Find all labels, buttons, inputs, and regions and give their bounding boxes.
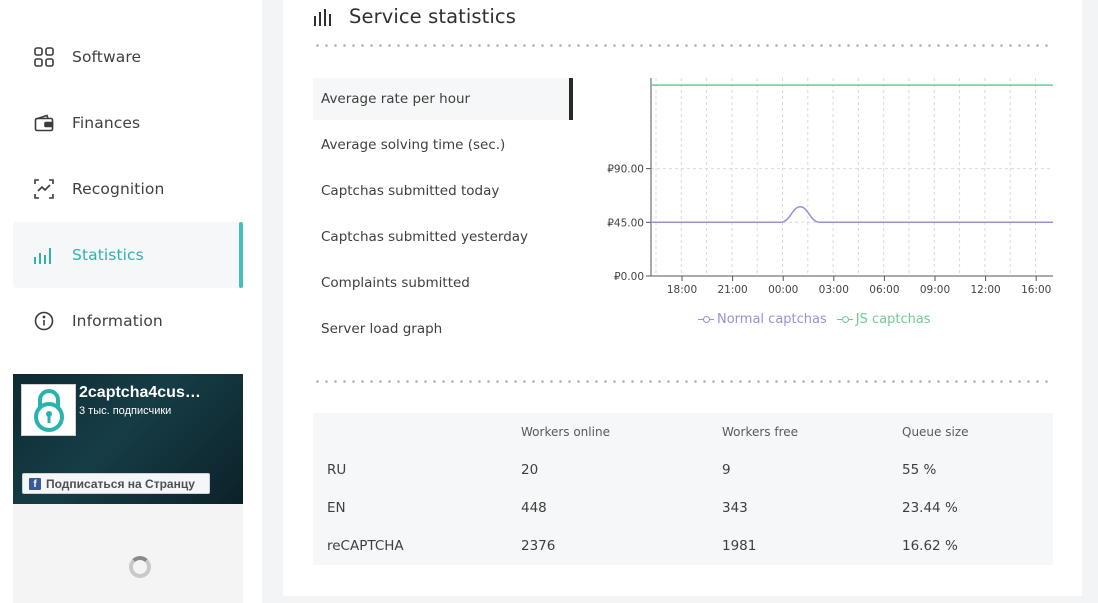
info-icon [33, 310, 55, 332]
y-tick-label: ₽0.00 [614, 271, 644, 283]
y-tick-label: ₽176.00 [601, 70, 644, 73]
facebook-cover-image: 2captcha4cus… 3 тыс. подписчики f Подпис… [13, 374, 243, 504]
statistics-tabs: Average rate per hour Average solving ti… [313, 78, 573, 354]
x-tick-label: 12:00 [970, 284, 1000, 296]
series-line-normal-captchas [651, 206, 1053, 224]
x-tick-label: 03:00 [819, 284, 849, 296]
y-tick-label: ₽45.00 [607, 217, 644, 229]
dotted-divider [313, 380, 1049, 383]
table-cell: 16.62 % [902, 538, 958, 554]
sidebar-item-statistics[interactable]: Statistics [13, 222, 243, 288]
table-cell: 55 % [902, 462, 937, 478]
column-header: Workers online [521, 425, 610, 439]
page-title: Service statistics [349, 5, 516, 28]
sidebar-item-software[interactable]: Software [13, 24, 243, 90]
x-tick-label: 18:00 [667, 284, 697, 296]
facebook-page-widget[interactable]: 2captcha4cus… 3 тыс. подписчики f Подпис… [13, 374, 243, 603]
bar-chart-icon [33, 244, 55, 266]
table-cell: 20 [521, 462, 539, 478]
workers-table: Workers online Workers free Queue size R… [313, 413, 1053, 565]
sidebar-item-label: Statistics [72, 246, 144, 264]
legend-label: JS captchas [855, 312, 931, 327]
dotted-divider [313, 44, 1049, 47]
column-header: Workers free [722, 425, 799, 439]
sidebar-item-label: Finances [72, 114, 141, 132]
sidebar-item-information[interactable]: Information [13, 288, 243, 354]
table-row: EN 448 343 23.44 % [313, 489, 1053, 527]
tab-complaints[interactable]: Complaints submitted [321, 275, 470, 291]
legend-marker-icon [836, 315, 853, 325]
table-cell: 343 [722, 500, 748, 516]
table-cell: 2376 [521, 538, 556, 554]
table-header: Workers online Workers free Queue size [313, 413, 1053, 451]
wallet-icon [33, 112, 55, 134]
table-cell: 1981 [722, 538, 757, 554]
rate-chart: ₽0.00 ₽45.00 ₽90.00 ₽176.00 18:00 21:00 00:00 0… [601, 70, 1053, 296]
x-tick-label: 06:00 [869, 284, 899, 296]
loading-spinner-icon [129, 556, 151, 578]
tab-server-load[interactable]: Server load graph [321, 321, 443, 337]
table-cell: EN [327, 500, 346, 516]
panel-header: Service statistics [313, 5, 516, 28]
legend-js-captchas[interactable]: JS captchas [836, 312, 931, 327]
facebook-follow-button[interactable]: f Подписаться на Странцу [22, 473, 210, 494]
chart-legend: Normal captchas JS captchas [698, 312, 941, 327]
table-cell: 448 [521, 500, 547, 516]
y-tick-label: ₽90.00 [607, 164, 644, 176]
sidebar-item-label: Information [72, 312, 163, 330]
sidebar-item-finances[interactable]: Finances [13, 90, 243, 156]
sidebar-item-label: Software [72, 48, 142, 66]
table-cell: RU [327, 462, 347, 478]
tab-average-solving-time[interactable]: Average solving time (sec.) [321, 137, 506, 153]
facebook-page-name[interactable]: 2captcha4cus… [79, 384, 201, 401]
grid-icon [33, 46, 55, 68]
bar-chart-icon [313, 6, 335, 28]
table-cell: reCAPTCHA [327, 538, 404, 554]
tab-captchas-today[interactable]: Captchas submitted today [321, 183, 500, 199]
tab-average-rate[interactable]: Average rate per hour [313, 78, 573, 120]
facebook-subscriber-count: 3 тыс. подписчики [79, 405, 172, 417]
service-statistics-panel: Service statistics Average rate per hour… [283, 0, 1082, 596]
legend-marker-icon [698, 315, 714, 325]
table-cell: 23.44 % [902, 500, 958, 516]
table-cell: 9 [722, 462, 731, 478]
sidebar-item-label: Recognition [72, 180, 165, 198]
column-header: Queue size [902, 425, 969, 439]
facebook-icon: f [29, 477, 41, 490]
recognition-icon [33, 178, 55, 200]
page-logo[interactable] [21, 384, 76, 436]
table-row: RU 20 9 55 % [313, 451, 1053, 489]
follow-button-label: Подписаться на Странцу [46, 476, 195, 491]
x-tick-label: 00:00 [768, 284, 798, 296]
tab-captchas-yesterday[interactable]: Captchas submitted yesterday [321, 229, 529, 245]
table-row: reCAPTCHA 2376 1981 16.62 % [313, 527, 1053, 565]
x-tick-label: 16:00 [1021, 284, 1051, 296]
legend-normal-captchas[interactable]: Normal captchas [698, 312, 827, 327]
sidebar: Software Finances Recognition Statistics [0, 0, 262, 603]
sidebar-item-recognition[interactable]: Recognition [13, 156, 243, 222]
x-tick-label: 09:00 [920, 284, 950, 296]
x-tick-label: 21:00 [717, 284, 747, 296]
legend-label: Normal captchas [717, 312, 827, 327]
